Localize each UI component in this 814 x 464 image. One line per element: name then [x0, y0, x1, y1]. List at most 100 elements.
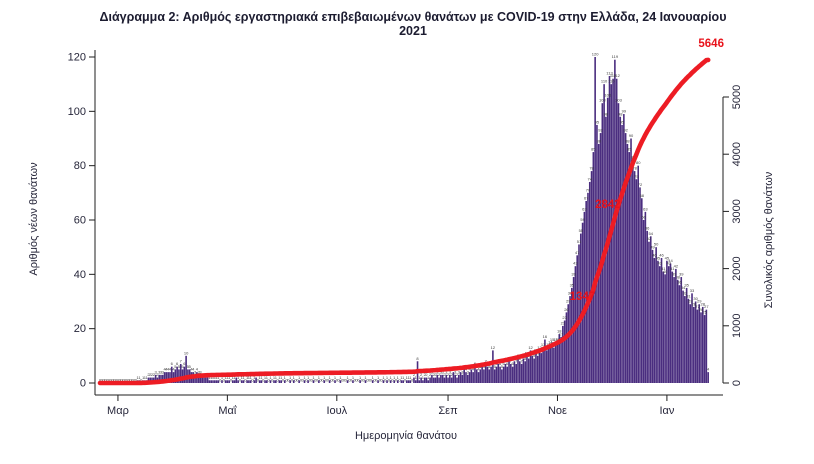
bar-value-label: 0	[388, 378, 391, 383]
bar	[249, 380, 252, 383]
bar	[307, 380, 309, 383]
y-left-tick-label: 40	[74, 269, 86, 281]
bar-value-label: 85	[627, 147, 632, 152]
bar-value-label: 0	[316, 378, 319, 383]
bar-value-label: 0	[321, 378, 324, 383]
bar-value-label: 4	[468, 367, 471, 372]
bar	[597, 143, 600, 383]
bar-value-label: 0	[332, 378, 335, 383]
bar	[463, 369, 465, 383]
bar	[637, 165, 639, 383]
bar-value-label: 1	[377, 375, 380, 380]
bar-value-label: 27	[695, 304, 700, 309]
bar-value-label: 45	[656, 255, 661, 260]
bar-value-label: 1	[242, 375, 245, 380]
bar	[632, 160, 634, 383]
bar	[623, 114, 625, 384]
bar	[587, 192, 589, 383]
bar-value-label: 12	[528, 345, 533, 350]
bar-value-label: 44	[668, 258, 673, 263]
bar	[658, 266, 661, 383]
bar-value-label: 0	[285, 378, 288, 383]
bar-value-label: 0	[282, 378, 285, 383]
bar	[684, 296, 686, 383]
bar-value-label: 3	[162, 369, 165, 374]
bar-value-label: 0	[355, 378, 358, 383]
bar	[687, 298, 690, 383]
bar-value-label: 1	[228, 375, 231, 380]
bar	[701, 306, 704, 383]
bar-value-label: 33	[690, 288, 695, 293]
bar-value-label: 1	[278, 375, 281, 380]
bar-value-label: 7	[180, 358, 183, 363]
bar-value-label: 0	[291, 378, 294, 383]
bar	[639, 187, 641, 383]
bar	[703, 315, 706, 383]
bar	[194, 374, 196, 383]
bar-value-label: 4	[472, 367, 475, 372]
bar-value-label: 27	[704, 304, 709, 309]
bar-value-label: 0	[325, 378, 328, 383]
bar-value-label: 0	[140, 378, 143, 383]
bar	[542, 347, 544, 383]
milestone-label: 5646	[698, 38, 724, 50]
bar	[258, 380, 261, 383]
bar	[547, 347, 550, 383]
bar-value-label: 1	[427, 375, 430, 380]
bar	[465, 372, 467, 383]
bar-value-label: 98	[618, 111, 623, 116]
bar	[450, 377, 453, 383]
bar-value-label: 0	[122, 378, 125, 383]
bar	[423, 377, 426, 383]
bar	[531, 355, 534, 383]
bar-value-label: 0	[411, 378, 414, 383]
bar-value-label: 2	[425, 372, 428, 377]
bar-value-label: 1	[269, 375, 272, 380]
bar	[682, 290, 684, 383]
bar-value-label: 4	[167, 367, 170, 372]
bar-value-label: 2	[438, 372, 441, 377]
bar-value-label: 1	[248, 375, 251, 380]
bar	[565, 312, 568, 383]
y-right-tick-label: 5000	[731, 85, 743, 109]
bar-value-label: 0	[370, 378, 373, 383]
bar	[248, 380, 250, 383]
bar-value-label: 54	[649, 231, 654, 236]
bar	[165, 372, 168, 383]
bar-value-label: 6	[183, 361, 186, 366]
bar-value-label: 75	[634, 174, 639, 179]
bar-value-label: 0	[230, 378, 233, 383]
bar-value-label: 28	[701, 301, 706, 306]
bar-value-label: 1	[215, 375, 218, 380]
bar-value-label: 103	[599, 98, 606, 103]
bar-value-label: 0	[287, 378, 290, 383]
bar	[334, 380, 336, 383]
bar	[197, 374, 200, 383]
bar	[470, 369, 473, 383]
bar-value-label: 6	[512, 361, 515, 366]
bar-value-label: 0	[300, 378, 303, 383]
bar-value-label: 2	[151, 372, 154, 377]
bar-value-label: 1	[142, 375, 145, 380]
bar	[210, 380, 213, 383]
bar-value-label: 0	[133, 378, 136, 383]
bar	[583, 211, 586, 383]
bar	[466, 374, 469, 383]
bar	[420, 377, 422, 383]
bar-value-label: 0	[106, 378, 109, 383]
bar-value-label: 35	[570, 282, 575, 287]
bar-value-label: 0	[330, 378, 333, 383]
bar	[214, 380, 216, 383]
bar	[579, 233, 582, 383]
bar	[536, 355, 539, 383]
bar-value-label: 0	[384, 378, 387, 383]
bar-value-label: 0	[135, 378, 138, 383]
bar-value-label: 1	[307, 375, 310, 380]
x-tick-label: Νοε	[548, 405, 567, 417]
bar-value-label: 1	[418, 375, 421, 380]
bar-value-label: 2	[156, 372, 159, 377]
bar-value-label: 0	[337, 378, 340, 383]
bar-value-label: 56	[645, 225, 650, 230]
bar	[346, 380, 349, 383]
bar-value-label: 15	[550, 337, 555, 342]
